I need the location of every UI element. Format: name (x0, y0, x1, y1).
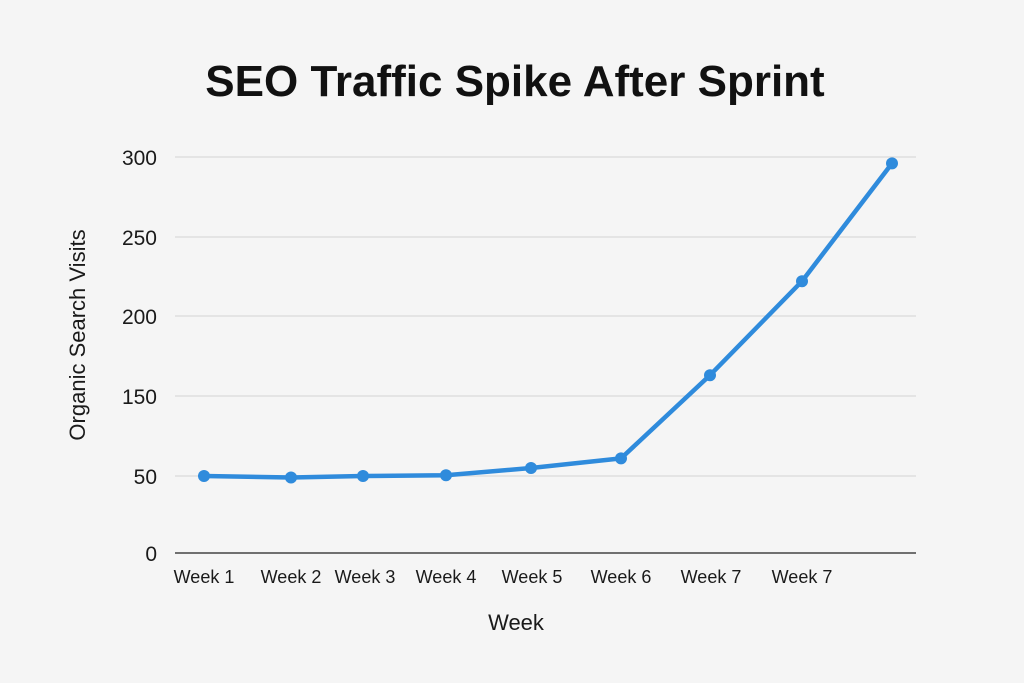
x-axis-title: Week (488, 610, 545, 635)
data-point (525, 462, 537, 474)
y-axis-ticks: 0 50 150 200 250 300 (122, 147, 157, 566)
y-tick-label: 300 (122, 147, 157, 170)
data-point (796, 275, 808, 288)
y-axis-title: Organic Search Visits (65, 229, 90, 440)
y-tick-label: 250 (122, 227, 157, 250)
data-points (198, 157, 898, 484)
data-point (704, 369, 716, 382)
data-point (357, 470, 369, 482)
data-point (285, 471, 297, 484)
data-point (198, 470, 210, 482)
x-tick-label: Week 3 (335, 567, 396, 587)
x-tick-label: Week 1 (174, 567, 235, 587)
data-point (440, 469, 452, 482)
data-point (615, 452, 627, 465)
x-tick-label: Week 5 (502, 567, 563, 587)
x-tick-label: Week 4 (416, 567, 477, 587)
x-tick-label: Week 7 (681, 567, 742, 587)
y-tick-label: 150 (122, 386, 157, 409)
x-tick-label: Week 2 (261, 567, 322, 587)
y-tick-label: 50 (134, 466, 157, 489)
x-tick-label: Week 7 (772, 567, 833, 587)
data-point (886, 157, 898, 170)
gridlines (175, 156, 916, 477)
y-tick-label: 200 (122, 306, 157, 329)
y-tick-label: 0 (145, 543, 157, 566)
x-tick-label: Week 6 (591, 567, 652, 587)
series-line (201, 161, 895, 480)
x-axis-ticks: Week 1 Week 2 Week 3 Week 4 Week 5 Week 6 Week… (174, 567, 833, 587)
chart-title: SEO Traffic Spike After Sprint (205, 57, 825, 106)
